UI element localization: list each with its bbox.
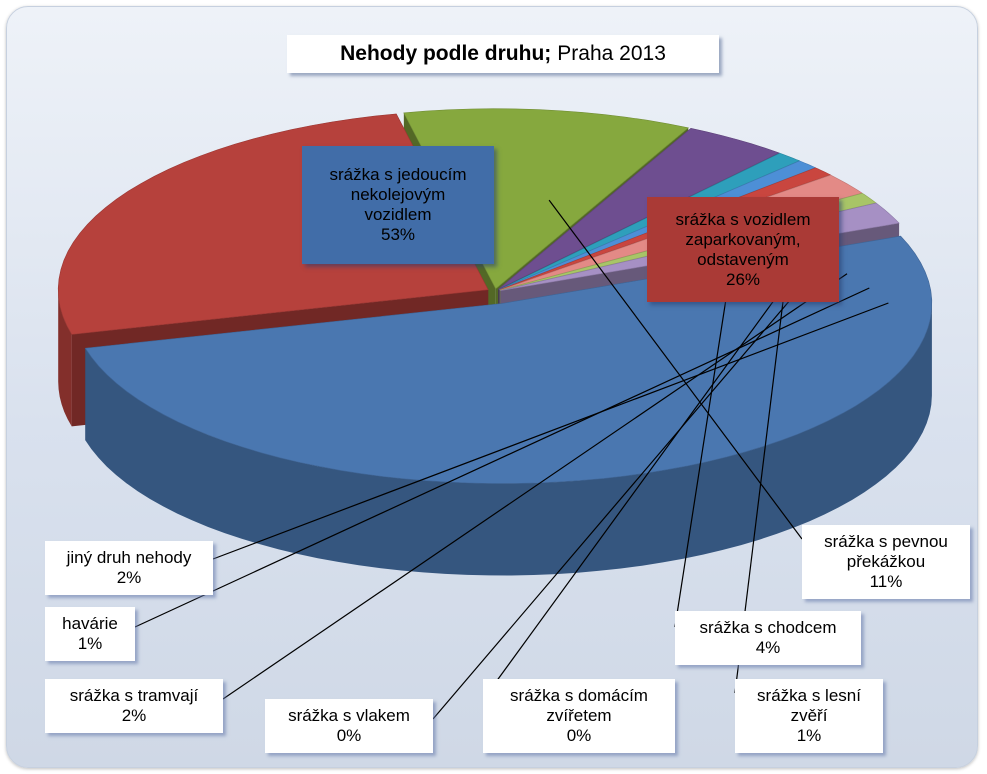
label-slice-6: srážka s vlakem 0%: [265, 699, 433, 753]
leader-line-2: [548, 199, 803, 540]
label-slice-3: srážka s chodcem 4%: [675, 611, 861, 665]
pie-slice-0-wall: [85, 303, 932, 576]
chart-frame: Nehody podle druhu; Praha 2013 srážka s …: [6, 6, 978, 768]
leader-line-5: [484, 253, 809, 698]
leader-lines: [134, 199, 889, 720]
label-slice-1: srážka s vozidlem zaparkovaným, odstaven…: [647, 197, 839, 302]
label-slice-2: srážka s pevnou překážkou 11%: [802, 525, 970, 599]
label-slice-0: srážka s jedoucím nekolejovým vozidlem 5…: [302, 146, 494, 264]
chart-title-rest: Praha 2013: [557, 42, 666, 65]
leader-line-8: [134, 287, 870, 628]
chart-title: Nehody podle druhu; Praha 2013: [287, 35, 719, 73]
pie-slice-3-top: [498, 127, 780, 290]
pie-side-walls: [57, 108, 933, 576]
label-slice-9: jiný druh nehody 2%: [45, 541, 213, 595]
leader-line-9: [212, 302, 889, 560]
label-slice-7: srážka s tramvají 2%: [45, 679, 223, 733]
leader-line-7: [222, 273, 848, 700]
pie-slice-1-wall: [58, 289, 72, 427]
label-slice-8: havárie 1%: [45, 607, 135, 661]
chart-title-bold: Nehody podle druhu;: [340, 42, 552, 65]
label-slice-5: srážka s domácím zvířetem 0%: [483, 679, 675, 753]
leader-line-6: [432, 260, 824, 720]
label-slice-4: srážka s lesní zvěří 1%: [735, 679, 883, 753]
